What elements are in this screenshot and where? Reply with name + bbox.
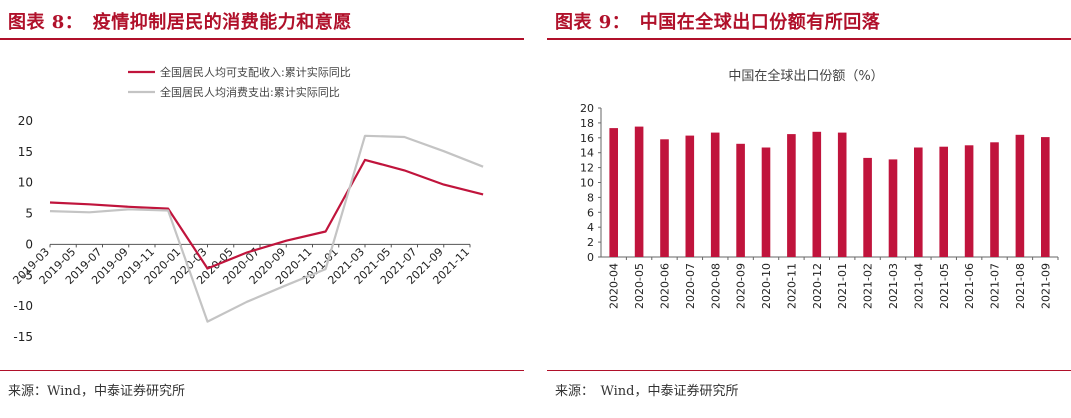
- y-tick-label: 10: [580, 177, 594, 190]
- y-tick-label: 14: [580, 147, 594, 160]
- x-tick-label: 2021-08: [1014, 263, 1027, 309]
- y-tick-label: 20: [18, 114, 33, 128]
- x-tick-label: 2020-08: [709, 263, 722, 309]
- series-line: [49, 134, 484, 323]
- bar: [660, 139, 669, 257]
- x-tick-label: 2021-07: [989, 263, 1002, 309]
- y-tick-label: -5: [21, 268, 33, 282]
- y-tick-label: 0: [25, 237, 33, 251]
- x-tick-label: 2020-04: [608, 263, 621, 309]
- chart-title: 中国在全球出口份额（%）: [728, 68, 883, 84]
- bar: [736, 143, 745, 257]
- y-tick-label: 4: [587, 221, 594, 234]
- chart-panel-1: 图表 8： 疫情抑制居民的消费能力和意愿 20 15 10 5 0 -5 -10 -15 201…: [0, 0, 524, 418]
- bar: [634, 126, 644, 257]
- line-chart: 20151050-5-10-152019-032019-052019-07201…: [10, 65, 484, 344]
- bar: [964, 145, 974, 258]
- bar: [761, 147, 771, 257]
- source-note: 来源： Wind，中泰证券研究所: [555, 384, 739, 399]
- y-tick-label: 6: [587, 206, 594, 219]
- series-line: [49, 158, 484, 270]
- title-rule: [547, 38, 1071, 40]
- bar: [609, 128, 618, 257]
- legend-label: 全国居民人均消费支出:累计实际同比: [160, 85, 340, 99]
- bar: [1041, 137, 1050, 257]
- x-tick-label: 2021-06: [963, 263, 976, 309]
- y-tick-label: 0: [587, 251, 594, 264]
- x-tick-label: 2021-01: [836, 263, 849, 309]
- bar: [914, 147, 923, 257]
- y-tick-label: -10: [13, 299, 33, 313]
- chart-panel-2: 图表 9： 中国在全球出口份额有所回落 中国在全球出口份额（%） 20 18 16 14…: [547, 0, 1071, 418]
- y-tick-label: 15: [18, 145, 33, 159]
- x-tick-label: 2020-10: [760, 263, 773, 309]
- x-tick-label: 2020-12: [811, 263, 824, 309]
- y-tick-label: 8: [587, 191, 594, 204]
- y-tick-label: 18: [580, 117, 594, 130]
- bar: [863, 157, 872, 257]
- x-tick-label: 2020-11: [785, 263, 798, 309]
- y-tick-label: 2: [587, 236, 594, 249]
- legend-label: 全国居民人均可支配收入:累计实际同比: [160, 65, 351, 79]
- x-tick-label: 2021-02: [862, 263, 875, 309]
- bar: [837, 132, 847, 257]
- bar: [710, 132, 720, 257]
- x-tick-label: 2020-07: [684, 263, 697, 309]
- bar: [787, 134, 796, 257]
- source-rule: [0, 370, 524, 371]
- x-tick-label: 2021-09: [1039, 263, 1052, 309]
- source-note: 来源：Wind，中泰证券研究所: [8, 384, 185, 399]
- y-tick-label: 16: [580, 132, 594, 145]
- x-tick-label: 2021-03: [887, 263, 900, 309]
- bar: [939, 146, 948, 257]
- title-rule: [0, 38, 524, 40]
- bar: [685, 135, 695, 257]
- y-tick-label: 10: [18, 176, 33, 190]
- bar: [812, 131, 822, 257]
- bar: [1015, 134, 1025, 257]
- x-tick-label: 2021-04: [912, 263, 925, 309]
- x-tick-label: 2021-05: [938, 263, 951, 309]
- x-tick-label: 2020-06: [658, 263, 671, 309]
- y-tick-label: 12: [580, 162, 594, 175]
- y-tick-label: 20: [580, 102, 594, 115]
- y-tick-label: -15: [13, 330, 33, 344]
- y-tick-label: 5: [25, 207, 33, 221]
- x-tick-label: 2020-09: [735, 263, 748, 309]
- bar: [888, 159, 898, 257]
- source-rule: [547, 370, 1071, 371]
- figure-title: 图表 8： 疫情抑制居民的消费能力和意愿: [8, 12, 352, 33]
- bar: [990, 142, 999, 257]
- x-tick-label: 2020-05: [633, 263, 646, 309]
- figure-title: 图表 9： 中国在全球出口份额有所回落: [555, 12, 881, 33]
